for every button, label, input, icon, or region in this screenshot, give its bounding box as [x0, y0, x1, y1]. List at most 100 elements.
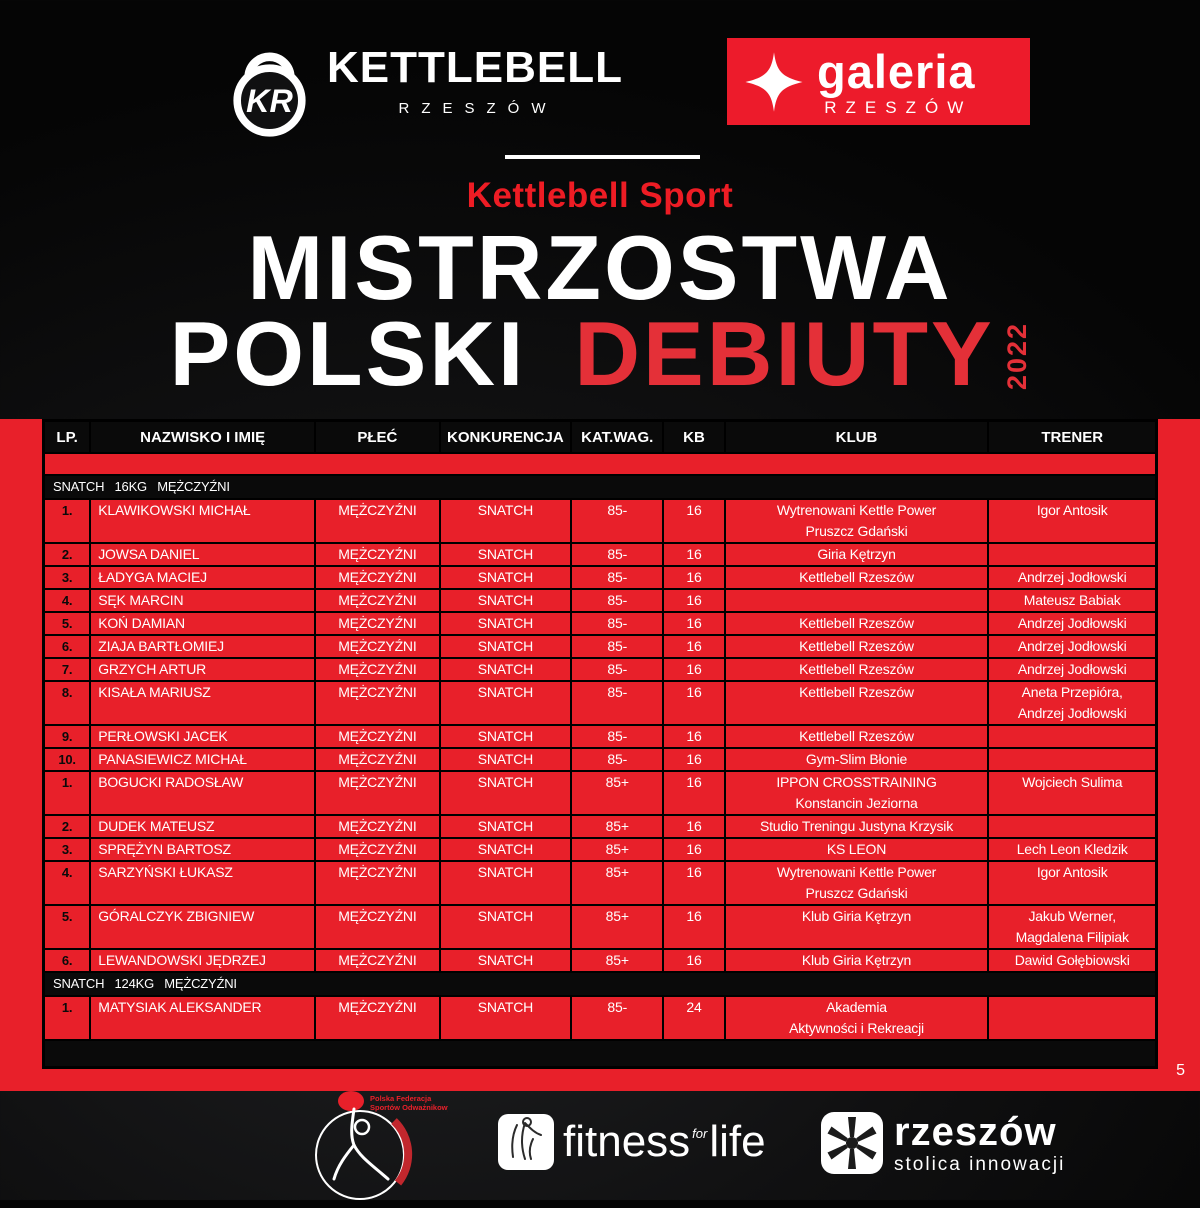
cell-trainer: Jakub Werner, Magdalena Filipiak	[987, 904, 1158, 950]
column-header: PŁEĆ	[314, 419, 441, 454]
life-word: life	[709, 1117, 766, 1166]
cell-event: SNATCH	[438, 948, 573, 973]
cell-weightcat: 85+	[570, 948, 665, 973]
cell-trainer: Andrzej Jodłowski	[987, 657, 1158, 682]
table-row: 6. LEWANDOWSKI JĘDRZEJ MĘŻCZYŹNI SNATCH 85+ 1…	[42, 948, 1158, 973]
cell-club: Klub Giria Kętrzyn	[723, 904, 990, 950]
cell-lp: 6.	[42, 634, 92, 659]
cell-event: SNATCH	[438, 565, 573, 590]
cell-trainer: Dawid Gołębiowski	[987, 948, 1158, 973]
cell-lp: 8.	[42, 680, 92, 726]
cell-club: Kettlebell Rzeszów	[723, 724, 990, 749]
cell-club: Gym-Slim Błonie	[723, 747, 990, 772]
cell-name: MATYSIAK ALEKSANDER	[89, 995, 317, 1041]
cell-club: Kettlebell Rzeszów	[723, 657, 990, 682]
cell-event: SNATCH	[438, 588, 573, 613]
section-header-row: SNATCH 16KG MĘŻCZYŹNI	[42, 474, 1158, 500]
cell-weightcat: 85-	[570, 747, 665, 772]
kettlebell-rzeszow-logo: KR KETTLEBELL RZESZÓW	[222, 24, 623, 139]
cell-sex: MĘŻCZYŹNI	[314, 680, 441, 726]
cell-club: IPPON CROSSTRAINING Konstancin Jeziorna	[723, 770, 990, 816]
table-row: 2. JOWSA DANIEL MĘŻCZYŹNI SNATCH 85- 16 Giria …	[42, 542, 1158, 567]
event-type-label: Kettlebell Sport	[466, 176, 734, 215]
svg-text:KR: KR	[246, 83, 293, 119]
cell-sex: MĘŻCZYŹNI	[314, 724, 441, 749]
cell-lp: 7.	[42, 657, 92, 682]
cell-sex: MĘŻCZYŹNI	[314, 747, 441, 772]
cell-club: Studio Treningu Justyna Krzysik	[723, 814, 990, 839]
cell-kb: 16	[662, 588, 726, 613]
cell-weightcat: 85+	[570, 814, 665, 839]
cell-trainer: Andrzej Jodłowski	[987, 634, 1158, 659]
rzeszow-subtitle: stolica innowacji	[894, 1154, 1066, 1175]
cell-lp: 4.	[42, 860, 92, 906]
cell-kb: 16	[662, 747, 726, 772]
column-header: TRENER	[987, 419, 1158, 454]
kettlebell-logo-text: KETTLEBELL RZESZÓW	[327, 43, 623, 118]
cell-name: JOWSA DANIEL	[89, 542, 317, 567]
galeria-logo-subtitle: RZESZÓW	[824, 97, 973, 117]
cell-club: Giria Kętrzyn	[723, 542, 990, 567]
rzeszow-asterisk-icon	[821, 1112, 883, 1174]
table-header-row: LP. NAZWISKO I IMIĘ PŁEĆ KONKURENCJA KAT.WAG…	[42, 419, 1158, 454]
fitness-for-life-logo: fitness for life	[497, 1113, 766, 1171]
cell-lp: 3.	[42, 565, 92, 590]
rzeszow-title: rzeszów	[894, 1110, 1057, 1154]
cell-club: Klub Giria Kętrzyn	[723, 948, 990, 973]
cell-club: KS LEON	[723, 837, 990, 862]
cell-event: SNATCH	[438, 904, 573, 950]
cell-weightcat: 85-	[570, 565, 665, 590]
table-row: 5. GÓRALCZYK ZBIGNIEW MĘŻCZYŹNI SNATCH 85+ 16…	[42, 904, 1158, 950]
cell-event: SNATCH	[438, 680, 573, 726]
cell-trainer	[987, 542, 1158, 567]
cell-event: SNATCH	[438, 747, 573, 772]
cell-sex: MĘŻCZYŹNI	[314, 948, 441, 973]
cell-name: BOGUCKI RADOSŁAW	[89, 770, 317, 816]
cell-event: SNATCH	[438, 814, 573, 839]
title-line2: POLSKI DEBIUTY 2022	[0, 309, 1200, 400]
cell-club: Kettlebell Rzeszów	[723, 680, 990, 726]
cell-kb: 16	[662, 770, 726, 816]
cell-trainer: Mateusz Babiak	[987, 588, 1158, 613]
cell-lp: 10.	[42, 747, 92, 772]
cell-weightcat: 85-	[570, 724, 665, 749]
for-word: for	[692, 1126, 708, 1141]
section-label: SNATCH 16KG MĘŻCZYŹNI	[42, 474, 1158, 500]
table-row: 8. KISAŁA MARIUSZ MĘŻCZYŹNI SNATCH 85- 16 Kett…	[42, 680, 1158, 726]
poster-title: MISTRZOSTWA POLSKI DEBIUTY 2022	[0, 223, 1200, 401]
cell-sex: MĘŻCZYŹNI	[314, 498, 441, 544]
cell-name: GÓRALCZYK ZBIGNIEW	[89, 904, 317, 950]
cell-trainer: Aneta Przepióra, Andrzej Jodłowski	[987, 680, 1158, 726]
cell-name: SĘK MARCIN	[89, 588, 317, 613]
cell-club: Kettlebell Rzeszów	[723, 565, 990, 590]
kettlebell-logo-title: KETTLEBELL	[327, 43, 623, 92]
kettlebell-icon: KR	[233, 52, 306, 137]
cell-trainer: Igor Antosik	[987, 860, 1158, 906]
cell-event: SNATCH	[438, 634, 573, 659]
cell-event: SNATCH	[438, 657, 573, 682]
cell-club: Akademia Aktywności i Rekreacji	[723, 995, 990, 1041]
galeria-star-icon	[745, 51, 803, 112]
cell-name: PERŁOWSKI JACEK	[89, 724, 317, 749]
cell-sex: MĘŻCZYŹNI	[314, 657, 441, 682]
cell-kb: 16	[662, 634, 726, 659]
column-header: LP.	[42, 419, 92, 454]
table-row: 2. DUDEK MATEUSZ MĘŻCZYŹNI SNATCH 85+ 16 Studi…	[42, 814, 1158, 839]
cell-weightcat: 85-	[570, 995, 665, 1041]
cell-weightcat: 85-	[570, 498, 665, 544]
cell-lp: 9.	[42, 724, 92, 749]
cell-event: SNATCH	[438, 995, 573, 1041]
table-row: 9. PERŁOWSKI JACEK MĘŻCZYŹNI SNATCH 85- 16 Ket…	[42, 724, 1158, 749]
cell-lp: 5.	[42, 904, 92, 950]
fitness-badge-icon	[498, 1114, 554, 1170]
cell-name: KOŃ DAMIAN	[89, 611, 317, 636]
cell-lp: 1.	[42, 498, 92, 544]
cell-trainer: Wojciech Sulima	[987, 770, 1158, 816]
cell-event: SNATCH	[438, 837, 573, 862]
cell-weightcat: 85+	[570, 860, 665, 906]
cell-sex: MĘŻCZYŹNI	[314, 611, 441, 636]
cell-sex: MĘŻCZYŹNI	[314, 542, 441, 567]
cell-weightcat: 85-	[570, 680, 665, 726]
cell-kb: 16	[662, 680, 726, 726]
cell-name: KISAŁA MARIUSZ	[89, 680, 317, 726]
